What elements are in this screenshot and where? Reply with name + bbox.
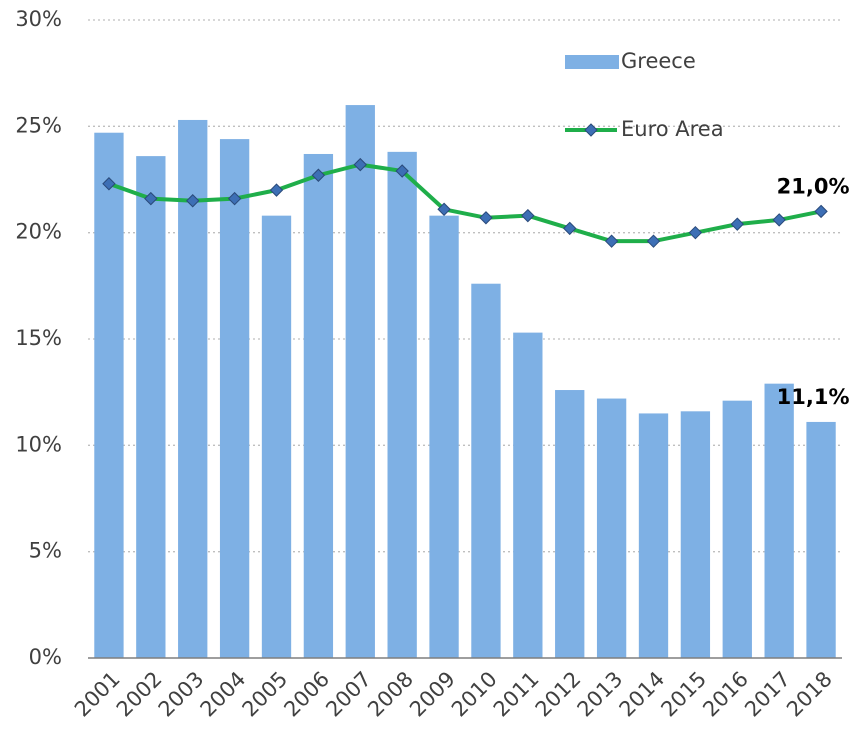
bar: [261, 215, 292, 659]
marker: [688, 225, 703, 240]
marker: [144, 191, 158, 206]
marker: [814, 204, 828, 219]
x-tick-label: 2008: [363, 667, 418, 722]
legend-marker: [584, 123, 598, 137]
x-tick-label: 2001: [70, 667, 125, 722]
bar: [219, 139, 250, 659]
x-tick-label: 2004: [196, 667, 251, 722]
data-label: 11,1%: [777, 385, 850, 409]
x-tick-label: 2012: [531, 667, 586, 722]
marker: [395, 164, 409, 178]
marker: [563, 221, 577, 236]
bar: [345, 105, 375, 659]
x-tick-label: 2003: [154, 667, 209, 722]
x-tick-label: 2014: [615, 667, 670, 722]
bar: [555, 390, 585, 658]
x-tick-label: 2015: [656, 667, 711, 722]
x-tick-label: 2005: [238, 667, 293, 722]
bar: [178, 119, 208, 659]
marker: [353, 157, 367, 172]
bar: [764, 383, 794, 658]
x-tick-label: 2007: [321, 667, 376, 722]
x-tick-label: 2006: [279, 667, 334, 722]
marker: [521, 208, 535, 223]
marker: [186, 194, 200, 208]
bar: [513, 332, 543, 658]
x-tick-label: 2002: [112, 667, 167, 722]
x-tick-label: 2010: [447, 667, 502, 722]
bar: [638, 413, 669, 658]
bar: [596, 398, 627, 658]
y-tick-label: 15%: [15, 326, 62, 350]
x-tick-label: 2013: [573, 667, 628, 722]
bar: [680, 411, 711, 658]
y-tick-label: 20%: [15, 220, 62, 244]
line: [108, 162, 822, 244]
marker: [646, 234, 661, 248]
legend-label: Euro Area: [621, 117, 724, 141]
bar: [303, 153, 334, 659]
x-tick-label: 2018: [782, 667, 837, 722]
bar: [471, 283, 501, 658]
y-tick-label: 30%: [15, 7, 62, 31]
legend-label: Greece: [621, 49, 696, 73]
legend-swatch: [565, 55, 619, 69]
y-tick-label: 5%: [29, 539, 62, 563]
x-tick-label: 2016: [698, 667, 753, 722]
y-tick-label: 0%: [29, 645, 62, 669]
x-tick-label: 2011: [489, 667, 544, 722]
marker: [227, 191, 242, 206]
marker: [479, 211, 493, 225]
marker: [437, 202, 451, 216]
bar: [722, 400, 752, 658]
marker: [102, 177, 116, 191]
data-label: 21,0%: [777, 174, 850, 198]
marker: [772, 213, 786, 227]
bar: [429, 215, 459, 659]
bar: [806, 421, 836, 658]
x-tick-label: 2009: [405, 667, 460, 722]
bar: [94, 132, 124, 659]
y-tick-label: 25%: [15, 113, 62, 137]
marker: [311, 168, 326, 182]
marker: [604, 234, 619, 248]
bar: [387, 151, 417, 658]
x-tick-label: 2017: [740, 667, 795, 722]
marker: [730, 217, 744, 231]
marker: [269, 183, 284, 197]
y-tick-label: 10%: [15, 432, 62, 456]
bar: [136, 156, 166, 658]
